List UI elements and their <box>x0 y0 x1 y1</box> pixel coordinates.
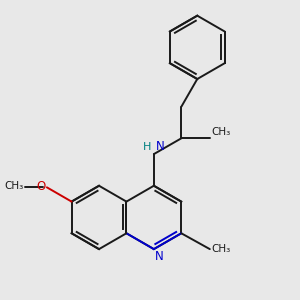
Text: O: O <box>37 180 46 193</box>
Text: CH₃: CH₃ <box>211 127 230 137</box>
Text: CH₃: CH₃ <box>4 181 24 191</box>
Text: CH₃: CH₃ <box>212 244 231 254</box>
Text: H: H <box>142 142 151 152</box>
Text: N: N <box>155 250 164 263</box>
Text: N: N <box>155 140 164 153</box>
